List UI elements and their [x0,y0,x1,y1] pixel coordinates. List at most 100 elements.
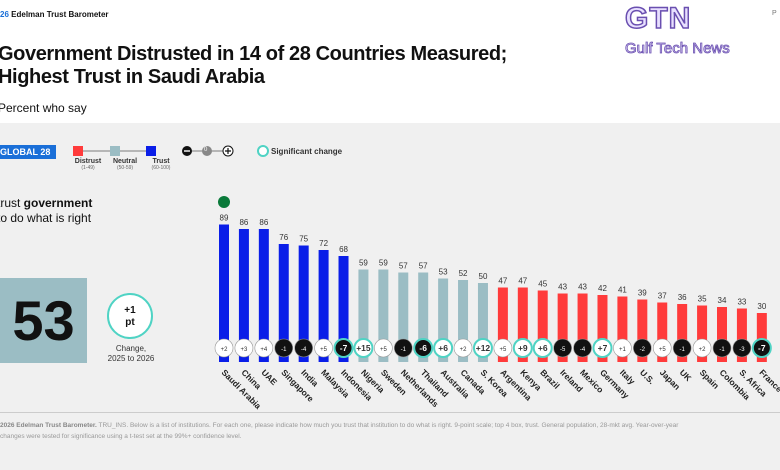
category-label: U.S. [638,367,657,386]
change-circle [294,338,313,358]
change-label: -7 [758,343,766,353]
change-circle [573,338,592,358]
change-label: +1 [619,347,627,353]
divider [0,412,780,413]
bar [318,250,329,362]
bar [597,295,608,362]
bar [338,256,349,362]
change-circle [652,338,672,358]
bar [298,245,309,362]
change-circle [333,338,354,358]
value-label: 57 [419,262,428,271]
change-circle [613,338,632,358]
bar [557,293,568,362]
bar [438,278,449,362]
change-circle [314,338,333,358]
value-label: 30 [757,302,766,311]
change-label: +6 [538,343,548,353]
change-circle [353,338,374,358]
change-label: +9 [518,343,528,353]
legend-trust: Trust (60-100) [151,158,171,171]
value-label: 59 [359,259,368,268]
saudi-flag-icon [218,196,230,208]
brand-header: 26 Edelman Trust Barometer [0,10,109,19]
legend-distrust: Distrust (1-49) [74,158,102,171]
change-label: -7 [340,343,348,353]
change-label: -4 [301,347,307,353]
change-label: +6 [438,343,448,353]
change-circle [672,338,692,358]
value-label: 59 [379,259,388,268]
change-label: -1 [281,347,287,353]
change-label: -3 [739,347,745,353]
change-circle [493,338,513,358]
watermark-logo: GTN [624,1,692,36]
change-label: +2 [460,347,468,353]
category-label: UK [678,367,694,383]
neutral-swatch [110,146,120,156]
bar [258,229,269,362]
bar [577,293,588,362]
change-label: +3 [240,347,248,353]
change-label: -4 [580,347,586,353]
global-badge: GLOBAL 28 [0,145,57,159]
value-label: 72 [319,239,328,248]
value-label: 52 [459,269,468,278]
bar [458,280,469,362]
global-change-circle: +1 pt [107,293,153,339]
change-circle [214,338,234,358]
value-label: 34 [718,296,727,305]
change-circle [413,338,434,358]
change-label: -2 [640,347,646,353]
change-label: +2 [221,347,229,353]
bar [477,283,488,362]
change-circle [712,338,732,358]
value-label: 43 [578,283,587,292]
change-circle [512,338,533,358]
distrust-swatch [73,146,83,156]
bar [517,287,528,362]
value-label: 33 [737,298,746,307]
change-circle [274,338,294,358]
bar [756,313,767,362]
watermark-subtitle: Gulf Tech News [625,40,731,58]
value-label: 50 [479,272,488,281]
bar [617,296,628,362]
change-circle [592,338,613,358]
bar [358,269,369,362]
category-label: Spain [698,367,721,390]
change-circle [433,338,454,358]
change-label: -1 [401,347,407,353]
value-label: 89 [220,214,229,223]
change-label: Change, 2025 to 2026 [107,344,155,363]
change-circle [692,338,712,358]
value-label: 47 [518,277,527,286]
change-circle [732,338,752,358]
bar [697,305,708,362]
value-label: 47 [498,277,507,286]
change-circle [633,338,652,358]
change-label: -1 [679,347,685,353]
category-label: Japan [658,367,682,391]
change-circle [453,338,473,358]
change-label: -5 [560,347,566,353]
bar [238,229,249,362]
change-label: +5 [320,347,328,353]
value-label: 86 [259,218,268,227]
value-label: 75 [299,235,308,244]
bar [717,307,727,362]
bar [637,299,648,362]
significant-icon [257,145,269,157]
value-label: 45 [538,280,547,289]
bar [677,304,688,362]
legend-zero: 0 [204,147,208,153]
value-label: 41 [618,286,627,295]
subtitle: Percent who say [0,101,87,115]
change-label: +5 [380,347,388,353]
category-label: Brazil [538,367,561,390]
page-mark: P [772,10,777,17]
legend-neutral: Neutral (50-59) [112,158,138,171]
bar [378,269,389,362]
legend-graphics [73,145,269,157]
